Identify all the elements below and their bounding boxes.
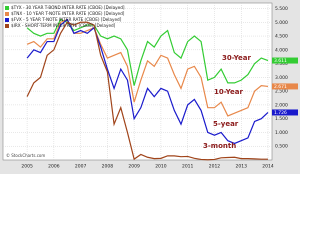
- x-tick-label: 2013: [235, 164, 247, 170]
- last-value-box: [272, 57, 298, 64]
- legend-swatch: [5, 12, 9, 16]
- last-value-label: 1.726: [274, 110, 287, 116]
- series-line: [26, 21, 268, 161]
- x-tick-label: 2009: [128, 164, 140, 170]
- legend-label: $IRX - SHORT-TERM INTER RATE (CBOE) [Del…: [11, 23, 116, 28]
- x-tick-label: 2008: [102, 164, 114, 170]
- chart: 0.500 1.000 1.500 2.000 2.500 3.000 3.500 4.000…: [0, 0, 300, 174]
- legend-swatch: [5, 6, 9, 10]
- x-tick-label: 2014: [262, 164, 274, 170]
- y-tick-label: 3.500: [275, 61, 288, 67]
- y-tick-label: 2.000: [275, 102, 288, 108]
- legend-label: $TYX - 30 YEAR T-BOND INTER RATE (CBOE) …: [11, 5, 125, 10]
- legend-swatch: [5, 18, 9, 22]
- x-tick-label: 2007: [75, 164, 87, 170]
- legend-label: $FVX - 5 YEAR T-NOTE INTER RATE (CBOE) […: [11, 17, 122, 22]
- legend-label: $TNX - 10 YEAR T-NOTE INTER RATE (CBOE) …: [11, 11, 125, 16]
- legend-swatch: [5, 24, 9, 28]
- last-value-label: 3.611: [274, 58, 287, 64]
- x-tick-label: 2006: [48, 164, 60, 170]
- series-label: 10-Year: [214, 88, 244, 96]
- series-label: 5-year: [213, 120, 239, 128]
- y-tick-label: 5.500: [275, 6, 288, 12]
- x-tick-label: 2010: [155, 164, 167, 170]
- y-tick-label: 5.000: [275, 20, 288, 26]
- last-value-box: [272, 109, 298, 116]
- y-tick-label: 3.000: [275, 75, 288, 81]
- y-tick-label: 4.000: [275, 47, 288, 53]
- series-label: 3-month: [203, 142, 236, 150]
- y-tick-label: 4.500: [275, 34, 288, 40]
- y-tick-label: 1.500: [275, 116, 288, 122]
- x-tick-label: 2011: [182, 164, 194, 170]
- series-line: [26, 18, 269, 145]
- y-tick-label: 2.500: [275, 89, 288, 95]
- series-label: 30-Year: [222, 54, 252, 62]
- last-value-label: 2.671: [274, 84, 287, 90]
- credit: © StockCharts.com: [6, 153, 45, 158]
- x-tick-label: 2005: [21, 164, 33, 170]
- y-tick-label: 1.000: [275, 130, 288, 136]
- x-tick-label: 2012: [209, 164, 221, 170]
- last-value-box: [272, 83, 298, 90]
- y-tick-label: 0.500: [275, 144, 288, 150]
